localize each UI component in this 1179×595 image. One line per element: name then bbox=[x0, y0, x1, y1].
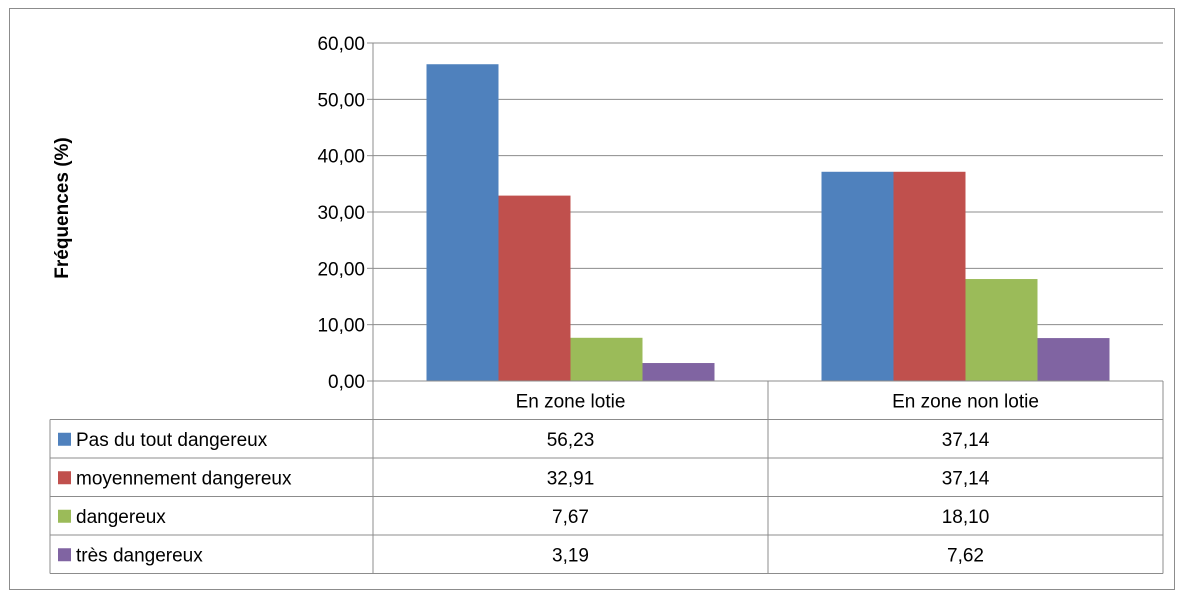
legend-swatch bbox=[58, 471, 71, 485]
y-tick-label: 50,00 bbox=[317, 90, 365, 111]
data-label: 7,67 bbox=[552, 507, 589, 528]
bar bbox=[498, 195, 571, 381]
y-tick-label: 60,00 bbox=[317, 34, 365, 55]
y-tick-label: 20,00 bbox=[317, 259, 365, 280]
legend-label: Pas du tout dangereux bbox=[76, 430, 268, 451]
bar bbox=[893, 171, 966, 381]
bar bbox=[642, 363, 715, 381]
data-label: 37,14 bbox=[942, 430, 990, 451]
data-label: 7,62 bbox=[947, 545, 984, 566]
y-axis-ticks: 0,00 10,00 20,00 30,00 40,00 50,00 60,00 bbox=[317, 34, 365, 393]
bars bbox=[426, 64, 1110, 381]
legend-swatch bbox=[58, 509, 71, 523]
bar bbox=[1037, 338, 1110, 381]
y-tick-label: 40,00 bbox=[317, 147, 365, 168]
y-axis-label: Fréquences (%) bbox=[52, 137, 73, 278]
category-label: En zone non lotie bbox=[892, 391, 1039, 412]
y-tick-label: 10,00 bbox=[317, 316, 365, 337]
category-label: En zone lotie bbox=[516, 391, 626, 412]
data-label: 56,23 bbox=[547, 430, 595, 451]
data-label: 18,10 bbox=[942, 507, 990, 528]
y-tick-label: 0,00 bbox=[328, 372, 365, 393]
data-label: 37,14 bbox=[942, 468, 990, 489]
bar bbox=[821, 171, 894, 381]
bar bbox=[426, 64, 499, 381]
data-table: En zone lotie En zone non lotie Pas du tou… bbox=[49, 380, 1164, 574]
legend-label: dangereux bbox=[76, 507, 166, 528]
bar bbox=[570, 337, 643, 381]
legend-label: moyennement dangereux bbox=[76, 468, 292, 489]
legend-label: très dangereux bbox=[76, 545, 203, 566]
legend-swatch bbox=[58, 432, 71, 446]
y-tick-label: 30,00 bbox=[317, 203, 365, 224]
legend-swatch bbox=[58, 548, 71, 562]
data-label: 3,19 bbox=[552, 545, 589, 566]
bar bbox=[965, 279, 1038, 381]
data-label: 32,91 bbox=[547, 468, 595, 489]
